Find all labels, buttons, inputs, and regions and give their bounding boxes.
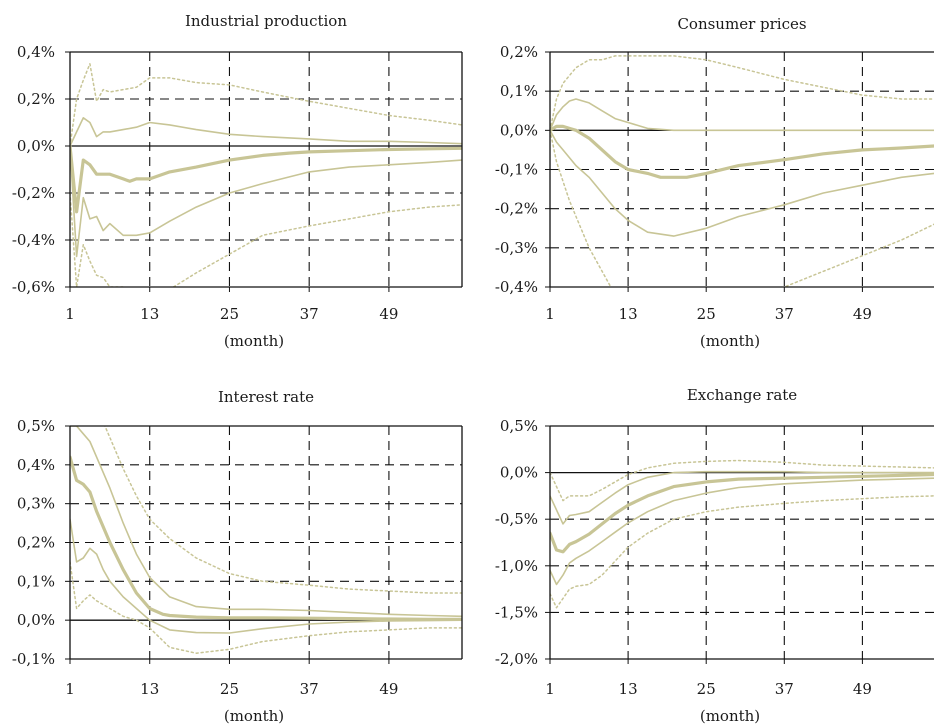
series-line-lower-dotted <box>70 192 462 287</box>
x-tick-label: 1 <box>545 680 555 698</box>
x-tick-label: 1 <box>65 305 75 323</box>
x-axis-label: (month) <box>700 707 760 725</box>
chart-title: Interest rate <box>218 388 314 406</box>
chart-title: Exchange rate <box>687 386 797 404</box>
x-axis-label: (month) <box>224 707 284 725</box>
x-tick-label: 49 <box>379 305 398 323</box>
x-tick-label: 25 <box>220 680 239 698</box>
y-tick-label: 0,2% <box>17 534 55 552</box>
y-tick-label: 0,0% <box>500 121 538 139</box>
x-tick-label: 13 <box>140 305 159 323</box>
y-tick-label: 0,1% <box>500 82 538 100</box>
x-tick-label: 1 <box>545 305 555 323</box>
x-axis-label: (month) <box>224 332 284 350</box>
x-tick-label: 37 <box>775 305 794 323</box>
series-line-upper-solid <box>70 426 462 618</box>
y-tick-label: -0,1% <box>12 650 55 668</box>
x-tick-label: 37 <box>300 305 319 323</box>
series-line-lower-dotted <box>70 561 462 654</box>
y-tick-label: 0,5% <box>17 417 55 435</box>
x-tick-label: 1 <box>65 680 75 698</box>
series-line-upper-solid <box>550 98 934 132</box>
y-tick-label: 0,2% <box>500 43 538 61</box>
x-tick-label: 49 <box>853 305 872 323</box>
x-tick-label: 37 <box>775 680 794 698</box>
series-line-lower-dotted <box>550 129 934 287</box>
y-tick-label: -0,2% <box>12 184 55 202</box>
y-tick-label: -0,1% <box>495 161 538 179</box>
series-line-lower-solid <box>70 518 462 634</box>
y-tick-label: 0,4% <box>17 43 55 61</box>
series-line-median <box>550 124 934 179</box>
y-tick-label: -0,4% <box>495 278 538 296</box>
x-tick-label: 49 <box>379 680 398 698</box>
series-line-upper-dotted <box>70 63 462 147</box>
x-tick-label: 37 <box>300 680 319 698</box>
series-line-median <box>70 144 462 214</box>
y-tick-label: 0,0% <box>500 464 538 482</box>
x-tick-label: 13 <box>619 305 638 323</box>
y-tick-label: -2,0% <box>495 650 538 668</box>
chart-title: Industrial production <box>185 12 347 30</box>
y-tick-label: -0,3% <box>495 239 538 257</box>
y-tick-label: 0,3% <box>17 495 55 513</box>
series-line-lower-solid <box>550 477 934 586</box>
y-tick-label: 0,0% <box>17 611 55 629</box>
y-tick-label: -0,6% <box>12 278 55 296</box>
y-tick-label: 0,0% <box>17 137 55 155</box>
y-tick-label: -0,4% <box>12 231 55 249</box>
series-line-lower-dotted <box>550 495 934 609</box>
series-line-upper-dotted <box>550 55 934 132</box>
x-tick-label: 13 <box>140 680 159 698</box>
x-tick-label: 25 <box>697 305 716 323</box>
y-tick-label: 0,1% <box>17 572 55 590</box>
series-line-median <box>550 472 934 554</box>
y-tick-label: -0,5% <box>495 510 538 528</box>
series-line-median <box>70 455 462 622</box>
x-tick-label: 25 <box>220 305 239 323</box>
y-tick-label: 0,5% <box>500 417 538 435</box>
chart-title: Consumer prices <box>677 15 806 33</box>
x-tick-label: 25 <box>697 680 716 698</box>
series-line-upper-dotted <box>550 459 934 502</box>
x-tick-label: 49 <box>853 680 872 698</box>
x-axis-label: (month) <box>700 332 760 350</box>
series-line-lower-solid <box>550 129 934 237</box>
y-tick-label: 0,4% <box>17 456 55 474</box>
series-line-upper-solid <box>550 470 934 525</box>
y-tick-label: 0,2% <box>17 90 55 108</box>
y-tick-label: -1,5% <box>495 603 538 621</box>
series-line-upper-solid <box>70 117 462 147</box>
series-line-upper-dotted <box>104 426 462 594</box>
y-tick-label: -1,0% <box>495 557 538 575</box>
x-tick-label: 13 <box>619 680 638 698</box>
y-tick-label: -0,2% <box>495 200 538 218</box>
series-line-lower-solid <box>70 145 462 258</box>
